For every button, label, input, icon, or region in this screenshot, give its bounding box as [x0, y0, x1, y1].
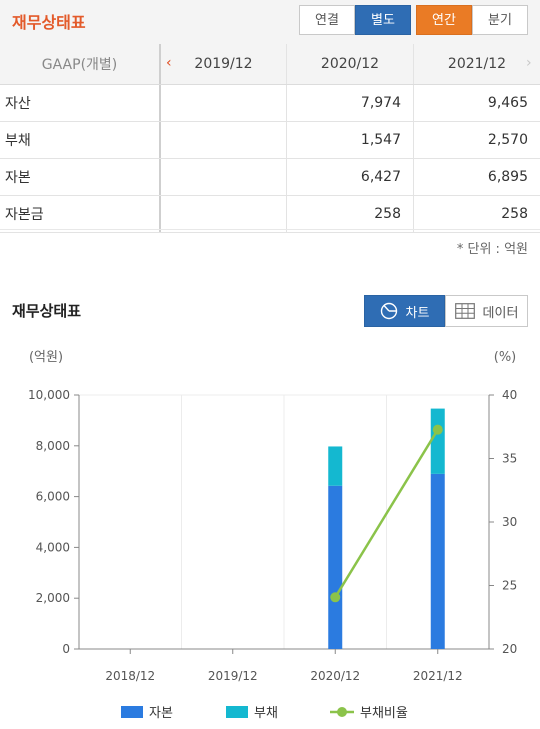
row-value [161, 196, 287, 232]
column-header: 2021/12 [447, 56, 507, 72]
row-value: 258 [287, 196, 414, 232]
bar-liabilities [430, 408, 445, 474]
y-left-tick-label: 6,000 [36, 490, 70, 504]
header-bar: 재무상태표 연결 별도 연간 분기 [0, 0, 540, 44]
y-right-axis-label: (%) [494, 350, 517, 365]
legend-label: 자본 [149, 706, 173, 721]
table-row: 자본금 258 258 [0, 196, 540, 233]
y-left-tick-label: 4,000 [36, 540, 70, 554]
period-toggle: 연간 분기 [416, 5, 528, 35]
legend-marker [337, 707, 347, 717]
bar-equity [328, 485, 343, 649]
table-grid-icon [454, 303, 475, 319]
row-label: 부채 [0, 122, 161, 158]
legend-label: 부채 [254, 706, 278, 721]
y-right-tick-label: 20 [502, 642, 517, 656]
y-left-tick-label: 2,000 [36, 591, 70, 605]
data-toggle-label: 데이터 [482, 305, 519, 321]
row-value [161, 159, 287, 195]
y-left-tick-label: 10,000 [28, 388, 70, 402]
x-tick-label: 2018/12 [105, 669, 155, 683]
x-tick-label: 2021/12 [413, 669, 463, 683]
column-header: 2019/12 [161, 44, 287, 84]
row-value: 9,465 [487, 95, 528, 111]
row-value [161, 122, 287, 158]
balance-sheet-chart: 0 2,000 4,000 6,000 8,000 10,000 20 25 30 35 40 (억원… [28, 350, 517, 721]
x-tick-label: 2020/12 [310, 669, 360, 683]
page-title: 재무상태표 [12, 13, 86, 32]
row-value: 6,895 [487, 169, 528, 185]
section-divider [0, 229, 540, 230]
y-right-tick-label: 25 [502, 579, 517, 593]
legend-swatch [226, 706, 248, 718]
row-value: 7,974 [287, 85, 414, 121]
chart-toggle-label: 차트 [405, 305, 430, 321]
tab-separate[interactable]: 별도 [355, 5, 411, 35]
table-row: 부채 1,547 2,570 [0, 122, 540, 159]
row-label: 자본 [0, 159, 161, 195]
bar-liabilities [328, 446, 343, 486]
row-value: 258 [501, 206, 528, 222]
column-header: 2020/12 [287, 44, 414, 84]
prev-period-icon[interactable]: ‹ [166, 55, 172, 71]
y-left-tick-label: 0 [62, 642, 70, 656]
y-right-tick-label: 35 [502, 452, 517, 466]
debt-ratio-line [334, 429, 439, 598]
next-period-icon[interactable]: › [526, 55, 532, 71]
table-row: 자본 6,427 6,895 [0, 159, 540, 196]
tab-annual[interactable]: 연간 [416, 5, 472, 35]
y-left-axis-label: (억원) [29, 350, 63, 365]
row-value [161, 85, 287, 121]
consolidation-toggle: 연결 별도 [299, 5, 411, 35]
row-value: 6,427 [287, 159, 414, 195]
chart-toggle-button[interactable]: 차트 [364, 295, 445, 327]
row-label: 자본금 [0, 196, 161, 232]
data-toggle-button[interactable]: 데이터 [445, 295, 528, 327]
x-tick-label: 2019/12 [208, 669, 258, 683]
bar-equity [430, 473, 445, 649]
debt-ratio-point [432, 424, 443, 435]
legend-label: 부채비율 [360, 706, 408, 721]
tab-quarterly[interactable]: 분기 [472, 5, 528, 35]
debt-ratio-point [330, 592, 341, 603]
legend-swatch [121, 706, 143, 718]
y-right-tick-label: 30 [502, 515, 517, 529]
y-right-tick-label: 40 [502, 388, 517, 402]
row-value: 1,547 [287, 122, 414, 158]
chart-section-title: 재무상태표 [12, 302, 82, 320]
financial-table: GAAP(개별) 2019/12 2020/12 2021/12 ‹ › 자산 … [0, 44, 540, 233]
row-value: 2,570 [487, 132, 528, 148]
unit-note: * 단위 : 억원 [456, 242, 528, 257]
y-left-tick-label: 8,000 [36, 439, 70, 453]
table-header-row: GAAP(개별) 2019/12 2020/12 2021/12 ‹ › [0, 44, 540, 85]
table-row: 자산 7,974 9,465 [0, 85, 540, 122]
gaap-header: GAAP(개별) [0, 44, 161, 84]
tab-consolidated[interactable]: 연결 [299, 5, 355, 35]
pie-chart-icon [380, 302, 397, 320]
row-label: 자산 [0, 85, 161, 121]
